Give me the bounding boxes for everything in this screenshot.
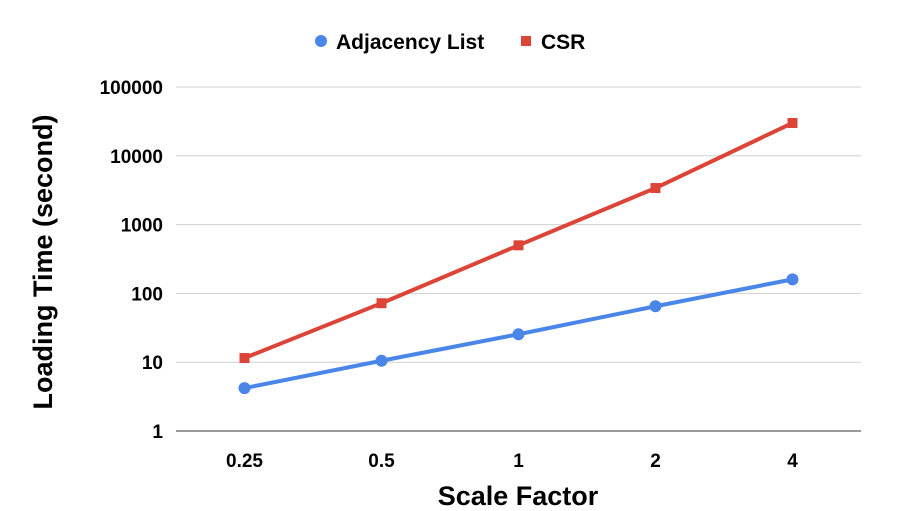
gridlines bbox=[176, 86, 861, 432]
legend-label-csr: CSR bbox=[541, 31, 585, 54]
adjacency-list-point bbox=[238, 382, 251, 395]
csr-point bbox=[513, 240, 524, 251]
x-tick-label: 0.25 bbox=[226, 451, 263, 472]
y-tick-label: 100 bbox=[131, 284, 163, 305]
y-tick-label: 1000 bbox=[121, 216, 163, 237]
x-tick-label: 2 bbox=[650, 451, 661, 472]
x-axis-title: Scale Factor bbox=[438, 481, 599, 511]
y-tick-label: 10000 bbox=[110, 147, 163, 168]
csr-point bbox=[376, 298, 387, 309]
csr-point bbox=[787, 117, 798, 128]
legend: Adjacency List CSR bbox=[315, 31, 585, 54]
x-axis-ticks: 0.25 0.5 1 2 4 bbox=[226, 451, 798, 472]
adjacency-list-point bbox=[375, 354, 388, 367]
legend-label-adjacency-list: Adjacency List bbox=[336, 31, 484, 54]
series bbox=[238, 117, 799, 395]
y-tick-label: 100000 bbox=[100, 78, 163, 99]
csr-point bbox=[650, 183, 661, 194]
adjacency-list-point bbox=[786, 273, 799, 286]
csr-point bbox=[239, 353, 250, 364]
x-tick-label: 0.5 bbox=[368, 451, 395, 472]
y-tick-label: 10 bbox=[142, 353, 163, 374]
x-tick-label: 4 bbox=[787, 451, 798, 472]
y-axis-ticks: 1 10 100 1000 10000 100000 bbox=[100, 78, 164, 443]
legend-marker-adjacency-list bbox=[315, 35, 327, 47]
x-tick-label: 1 bbox=[513, 451, 524, 472]
legend-marker-csr bbox=[521, 36, 531, 46]
adjacency-list-point bbox=[512, 328, 525, 341]
adjacency-list-point bbox=[649, 300, 662, 313]
y-tick-label: 1 bbox=[152, 422, 163, 443]
y-axis-title: Loading Time (second) bbox=[28, 114, 58, 409]
